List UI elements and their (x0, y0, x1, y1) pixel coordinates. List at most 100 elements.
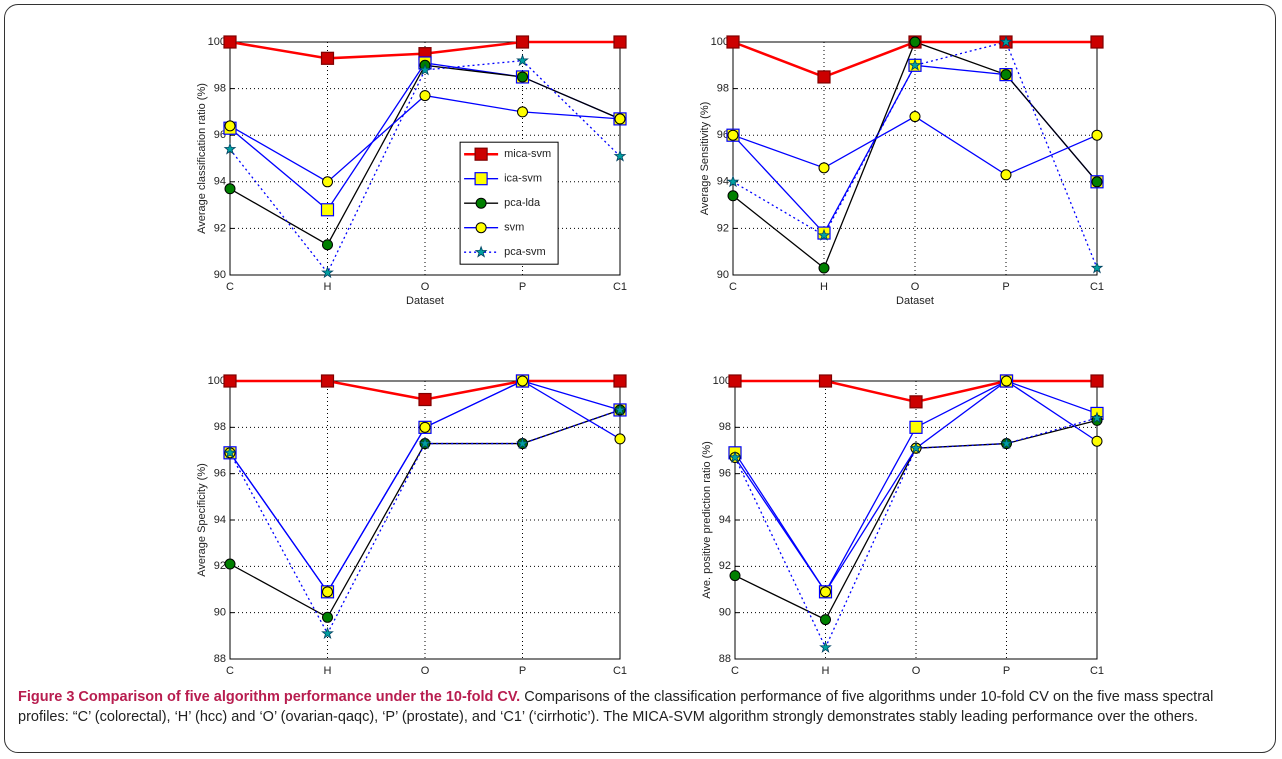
marker (1091, 176, 1103, 188)
legend-marker (474, 245, 488, 258)
marker (726, 175, 740, 188)
charts: 90 92 94 96 98 100 C H O P C1 Dataset Average classi… (196, 35, 1104, 680)
marker (908, 58, 922, 71)
marker (321, 265, 334, 279)
legend-marker (474, 147, 488, 161)
y-tick-label: 92 (214, 560, 226, 572)
marker (321, 626, 334, 639)
y-axis-label: Average Specificity (%) (196, 463, 208, 577)
marker (999, 35, 1013, 48)
y-tick-label: 90 (717, 269, 729, 281)
x-tick-label: C1 (1090, 665, 1104, 677)
marker (1000, 169, 1012, 181)
legend-marker (475, 222, 487, 234)
legend-label: ica-svm (504, 173, 542, 185)
marker (817, 228, 831, 241)
y-tick-label: 90 (719, 607, 731, 619)
figure-frame (4, 4, 1276, 753)
marker (909, 36, 921, 48)
x-tick-label: P (1003, 665, 1010, 677)
x-axis-label: Dataset (406, 679, 444, 680)
x-axis-label: Dataset (897, 679, 935, 680)
marker (517, 71, 528, 83)
x-tick-label: H (324, 665, 332, 677)
marker (224, 120, 236, 132)
x-tick-label: H (324, 281, 332, 293)
marker (818, 262, 830, 274)
series-line (229, 409, 621, 635)
y-axis-label: Average Sensitivity (%) (699, 102, 711, 216)
y-tick-label: 88 (719, 653, 731, 665)
series-line (229, 59, 621, 274)
marker (320, 51, 335, 65)
y-axis-label: Ave. positive prediction ratio (%) (701, 441, 713, 599)
marker (727, 190, 739, 202)
caption-text: Comparisons of the classification perfor… (18, 689, 1214, 725)
y-tick-label: 96 (717, 129, 729, 141)
x-tick-label: P (519, 281, 526, 293)
y-tick-label: 94 (717, 176, 729, 188)
marker (322, 239, 333, 251)
marker (515, 35, 530, 49)
x-tick-label: O (421, 281, 430, 293)
y-tick-label: 100 (711, 36, 729, 48)
series-line (734, 417, 1098, 649)
x-tick-label: O (912, 665, 921, 677)
marker (1090, 411, 1104, 424)
y-tick-label: 92 (214, 222, 226, 234)
y-tick-label: 96 (214, 468, 226, 480)
x-tick-label: P (519, 665, 526, 677)
marker (820, 614, 831, 626)
y-tick-label: 90 (214, 269, 226, 281)
marker (818, 374, 833, 388)
legend-label: pca-lda (504, 197, 541, 209)
marker (517, 106, 528, 118)
x-tick-label: C1 (613, 665, 627, 677)
marker (909, 420, 923, 434)
legend-marker (474, 172, 488, 186)
legend-label: pca-svm (504, 246, 546, 258)
y-tick-label: 96 (214, 129, 226, 141)
marker (614, 113, 626, 125)
y-tick-label: 98 (214, 421, 226, 433)
marker (1091, 129, 1103, 141)
marker (418, 63, 432, 76)
marker (1091, 435, 1103, 447)
marker (1090, 261, 1104, 274)
marker (223, 374, 237, 388)
y-tick-label: 100 (208, 375, 226, 387)
marker (322, 176, 333, 188)
marker (728, 374, 742, 388)
marker (729, 570, 741, 582)
y-tick-label: 100 (713, 375, 731, 387)
marker (223, 35, 237, 49)
series-line (732, 41, 1098, 269)
marker (728, 450, 742, 463)
legend-marker (475, 197, 487, 209)
x-tick-label: C (729, 281, 737, 293)
x-tick-label: C (731, 665, 739, 677)
marker (1090, 374, 1104, 388)
x-tick-label: H (820, 281, 828, 293)
x-tick-label: C (226, 665, 234, 677)
marker (223, 446, 237, 459)
marker (726, 35, 740, 49)
marker (1000, 436, 1013, 449)
legend-label: mica-svm (504, 148, 551, 160)
y-tick-label: 90 (214, 607, 226, 619)
y-tick-label: 94 (214, 176, 226, 188)
y-tick-label: 98 (214, 83, 226, 95)
marker (517, 375, 528, 387)
caption: Figure 3 Comparison of five algorithm pe… (18, 687, 1268, 727)
x-tick-label: C (226, 281, 234, 293)
marker (818, 162, 830, 174)
marker (909, 395, 923, 409)
x-tick-label: O (421, 665, 430, 677)
marker (614, 433, 626, 445)
marker (223, 142, 237, 155)
marker (1090, 35, 1104, 49)
x-tick-label: O (911, 281, 920, 293)
marker (613, 149, 627, 162)
marker (909, 111, 921, 123)
marker (418, 436, 432, 449)
